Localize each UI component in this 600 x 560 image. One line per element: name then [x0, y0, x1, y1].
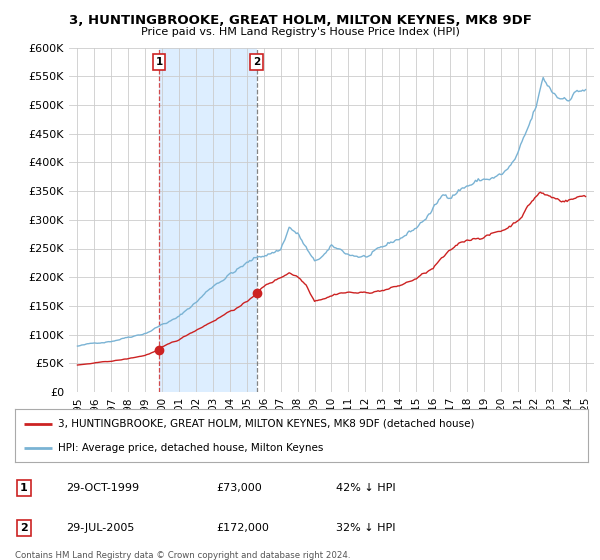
- Text: Price paid vs. HM Land Registry's House Price Index (HPI): Price paid vs. HM Land Registry's House …: [140, 27, 460, 37]
- Bar: [159, 48, 257, 392]
- Text: 3, HUNTINGBROOKE, GREAT HOLM, MILTON KEYNES, MK8 9DF: 3, HUNTINGBROOKE, GREAT HOLM, MILTON KEY…: [68, 14, 532, 27]
- Text: £172,000: £172,000: [216, 523, 269, 533]
- Text: 29-OCT-1999: 29-OCT-1999: [66, 483, 139, 493]
- Text: Contains HM Land Registry data © Crown copyright and database right 2024.
This d: Contains HM Land Registry data © Crown c…: [15, 551, 350, 560]
- Text: 3, HUNTINGBROOKE, GREAT HOLM, MILTON KEYNES, MK8 9DF (detached house): 3, HUNTINGBROOKE, GREAT HOLM, MILTON KEY…: [58, 419, 475, 429]
- Text: £73,000: £73,000: [216, 483, 262, 493]
- Text: 2: 2: [253, 57, 260, 67]
- Text: HPI: Average price, detached house, Milton Keynes: HPI: Average price, detached house, Milt…: [58, 443, 323, 453]
- Text: 1: 1: [20, 483, 28, 493]
- Text: 32% ↓ HPI: 32% ↓ HPI: [336, 523, 395, 533]
- Text: 1: 1: [155, 57, 163, 67]
- Text: 42% ↓ HPI: 42% ↓ HPI: [336, 483, 395, 493]
- Text: 2: 2: [20, 523, 28, 533]
- Text: 29-JUL-2005: 29-JUL-2005: [66, 523, 134, 533]
